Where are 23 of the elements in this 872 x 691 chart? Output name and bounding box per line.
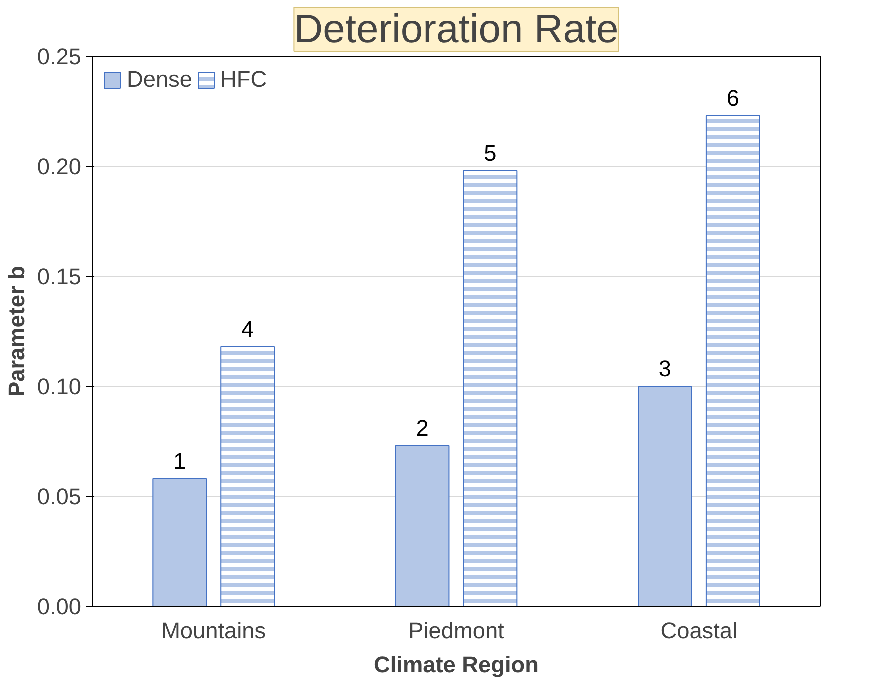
bar: [395, 445, 450, 606]
y-tick-label: 0.15: [37, 264, 82, 290]
bar: [638, 386, 692, 606]
bar: [152, 478, 208, 606]
legend-label: HFC: [220, 66, 268, 93]
x-tick-label: Coastal: [660, 618, 738, 644]
x-tick-label: Piedmont: [408, 618, 506, 644]
y-tick-label: 0.10: [37, 374, 82, 400]
y-tick-label: 0.00: [37, 594, 82, 620]
annotation: 4: [242, 316, 254, 342]
annotation: 1: [174, 448, 186, 474]
annotation: 6: [726, 84, 740, 111]
y-tick-label: 0.25: [37, 44, 82, 70]
x-axis-title: Climate Region: [374, 652, 539, 678]
legend-label: Dense: [127, 66, 192, 93]
y-tick-label: 0.05: [37, 484, 82, 510]
annotation: 5: [484, 140, 497, 166]
x-tick-label: Mountains: [162, 618, 266, 644]
annotation: 2: [416, 414, 429, 441]
y-tick-label: 0.20: [37, 154, 82, 180]
y-axis-title: Parameter b: [3, 266, 30, 397]
chart-title: Deterioration Rate: [294, 8, 619, 52]
annotation: 3: [658, 356, 672, 382]
